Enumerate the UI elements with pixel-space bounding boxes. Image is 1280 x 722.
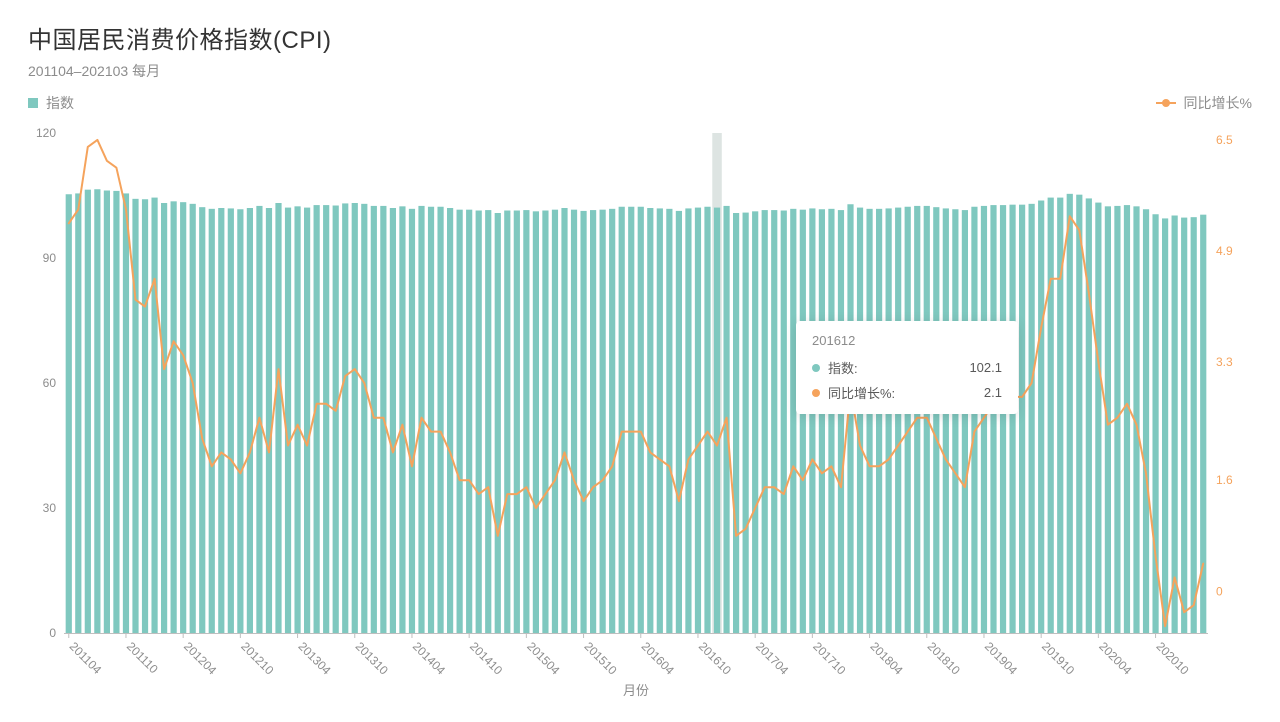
svg-text:201210: 201210 [238, 639, 276, 677]
legend-swatch-yoy [1156, 102, 1176, 104]
svg-text:201504: 201504 [524, 639, 562, 677]
svg-text:201810: 201810 [925, 639, 963, 677]
svg-text:201904: 201904 [982, 639, 1020, 677]
tooltip-value-index: 102.1 [969, 360, 1002, 375]
svg-text:3.3: 3.3 [1216, 355, 1233, 369]
cpi-chart[interactable]: 0 30 60 90 120 0 1.6 3.3 4.9 6.5 201104 201110 20120… [28, 123, 1252, 713]
svg-text:201404: 201404 [410, 639, 448, 677]
tooltip-title: 201612 [812, 333, 1002, 348]
legend-item-yoy[interactable]: 同比增长% [1156, 93, 1252, 113]
tooltip-row-yoy: 同比增长%: 2.1 [812, 383, 1002, 402]
tooltip-dot-yoy [812, 389, 820, 397]
svg-text:0: 0 [49, 626, 56, 640]
svg-text:201204: 201204 [181, 639, 219, 677]
svg-text:201910: 201910 [1039, 639, 1077, 677]
svg-text:6.5: 6.5 [1216, 133, 1233, 147]
tooltip-label-yoy: 同比增长%: [828, 383, 895, 402]
svg-text:90: 90 [43, 251, 57, 265]
legend: 指数 同比增长% [28, 93, 1252, 113]
svg-text:201410: 201410 [467, 639, 505, 677]
legend-item-index[interactable]: 指数 [28, 93, 74, 113]
svg-text:202004: 202004 [1096, 639, 1134, 677]
svg-text:201704: 201704 [753, 639, 791, 677]
svg-text:201310: 201310 [353, 639, 391, 677]
svg-text:0: 0 [1216, 584, 1223, 598]
svg-text:月份: 月份 [623, 683, 649, 698]
tooltip-row-index: 指数: 102.1 [812, 358, 1002, 377]
chart-area[interactable]: 0 30 60 90 120 0 1.6 3.3 4.9 6.5 201104 201110 20120… [28, 123, 1252, 713]
svg-text:30: 30 [43, 501, 57, 515]
legend-swatch-index [28, 98, 38, 108]
svg-text:120: 120 [36, 126, 56, 140]
tooltip-value-yoy: 2.1 [984, 385, 1002, 400]
tooltip-dot-index [812, 364, 820, 372]
svg-text:60: 60 [43, 376, 57, 390]
tooltip: 201612 指数: 102.1 同比增长%: 2.1 [796, 321, 1018, 414]
svg-text:201104: 201104 [67, 639, 105, 677]
svg-text:201710: 201710 [810, 639, 848, 677]
svg-text:201610: 201610 [696, 639, 734, 677]
svg-text:202010: 202010 [1153, 639, 1191, 677]
chart-title: 中国居民消费价格指数(CPI) [28, 20, 1252, 55]
tooltip-label-index: 指数: [828, 358, 858, 377]
chart-subtitle: 201104–202103 每月 [28, 61, 1252, 81]
legend-label-index: 指数 [46, 93, 74, 113]
svg-text:201510: 201510 [581, 639, 619, 677]
svg-text:201804: 201804 [867, 639, 905, 677]
legend-label-yoy: 同比增长% [1184, 93, 1252, 113]
svg-text:1.6: 1.6 [1216, 473, 1233, 487]
svg-text:201604: 201604 [639, 639, 677, 677]
svg-text:201304: 201304 [295, 639, 333, 677]
svg-text:201110: 201110 [124, 639, 161, 676]
svg-text:4.9: 4.9 [1216, 244, 1233, 258]
